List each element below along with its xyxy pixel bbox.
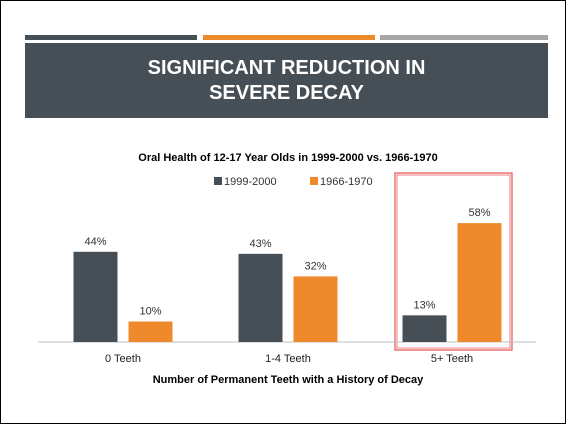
data-label: 58% [468,207,490,219]
bar [293,276,338,342]
title-box [25,43,548,118]
legend-swatch [310,177,318,185]
accent-bar [203,35,375,40]
chart-title: Oral Health of 12-17 Year Olds in 1999-2… [138,152,437,164]
data-label: 44% [84,236,106,248]
x-tick-label: 5+ Teeth [431,353,473,365]
highlight-box [394,172,513,351]
bar [457,223,502,342]
data-label: 10% [139,306,161,318]
accent-bar [25,35,197,40]
data-label: 32% [304,260,326,272]
x-tick-label: 0 Teeth [105,353,141,365]
legend-label: 1966-1970 [320,176,373,188]
legend-label: 1999-2000 [224,176,277,188]
x-tick-label: 1-4 Teeth [265,353,311,365]
title-wrap: SIGNIFICANT REDUCTION IN SEVERE DECAY [147,56,426,104]
bar [402,315,447,342]
legend-swatch [214,177,222,185]
bar [238,253,283,342]
accent-bar [380,35,548,40]
bar [73,251,118,342]
data-label: 43% [249,238,271,250]
x-axis-label: Number of Permanent Teeth with a History… [153,374,424,386]
highlight-box [396,174,511,349]
slide-title: SIGNIFICANT REDUCTION IN SEVERE DECAY [147,56,426,104]
data-label: 13% [413,299,435,311]
bar [128,321,173,342]
